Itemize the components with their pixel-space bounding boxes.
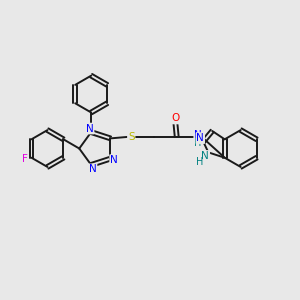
Text: N: N	[86, 124, 94, 134]
Text: H: H	[194, 138, 201, 148]
Text: O: O	[171, 113, 179, 124]
Text: N: N	[202, 151, 209, 161]
Text: F: F	[22, 154, 28, 164]
Text: S: S	[128, 132, 135, 142]
Text: N: N	[110, 155, 118, 165]
Text: H: H	[196, 157, 204, 167]
Text: N: N	[196, 133, 204, 143]
Text: N: N	[194, 130, 202, 140]
Text: N: N	[89, 164, 97, 174]
